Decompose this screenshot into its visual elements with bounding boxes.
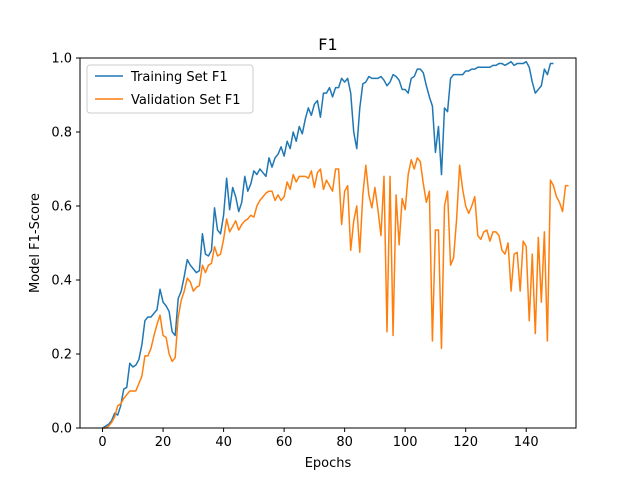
y-tick-label: 0.8 <box>51 126 72 141</box>
x-tick-label: 60 <box>276 435 293 450</box>
x-tick-label: 0 <box>98 435 106 450</box>
x-tick-label: 120 <box>453 435 478 450</box>
y-tick-label: 0.0 <box>51 422 72 437</box>
series-line-training <box>102 60 554 429</box>
y-axis-label: Model F1-Score <box>28 193 43 293</box>
x-tick-label: 40 <box>215 435 232 450</box>
y-tick-label: 1.0 <box>51 52 72 67</box>
y-tick-label: 0.6 <box>51 200 72 215</box>
y-tick-label: 0.2 <box>51 348 72 363</box>
series-line-validation <box>102 157 569 429</box>
legend: Training Set F1 Validation Set F1 <box>86 64 254 114</box>
x-axis: 0 20 40 60 80 100 120 140 <box>98 428 539 450</box>
x-tick-label: 140 <box>514 435 539 450</box>
y-axis: 0.0 0.2 0.4 0.6 0.8 1.0 <box>51 52 80 437</box>
plot-area <box>102 60 569 429</box>
axes-frame <box>79 57 577 429</box>
legend-label-training: Training Set F1 <box>130 70 228 85</box>
x-tick-label: 20 <box>155 435 172 450</box>
x-axis-label: Epochs <box>305 456 352 471</box>
legend-box <box>86 64 254 114</box>
legend-label-validation: Validation Set F1 <box>131 93 241 108</box>
x-tick-label: 80 <box>336 435 353 450</box>
y-tick-label: 0.4 <box>51 274 72 289</box>
x-tick-label: 100 <box>393 435 418 450</box>
chart-title: F1 <box>318 35 337 54</box>
